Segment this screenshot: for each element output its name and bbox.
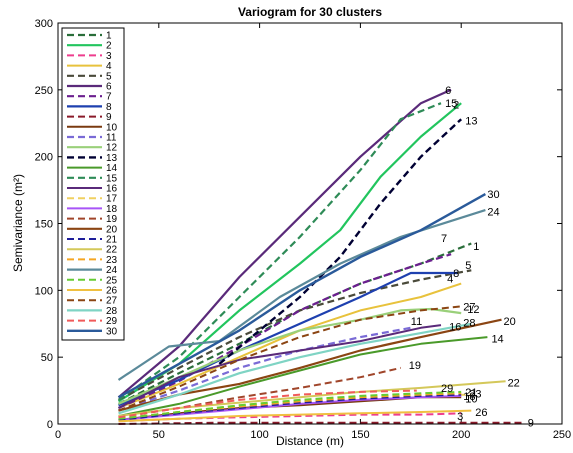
y-tick-label: 250: [35, 85, 53, 97]
line-label-22: 22: [508, 378, 520, 390]
series-line-21: [118, 393, 462, 421]
x-tick-label: 50: [153, 429, 165, 441]
legend-label-4: 4: [106, 61, 112, 72]
series-line-14: [118, 336, 488, 417]
legend-label-17: 17: [106, 194, 118, 205]
legend-label-7: 7: [106, 92, 112, 103]
series-line-7: [118, 253, 452, 410]
chart-title: Variogram for 30 clusters: [238, 5, 382, 19]
y-tick-label: 150: [35, 219, 53, 231]
legend-label-24: 24: [106, 265, 118, 276]
line-label-18: 18: [463, 391, 475, 403]
line-label-19: 19: [409, 360, 421, 372]
line-label-27: 27: [463, 301, 475, 313]
legend-label-30: 30: [106, 326, 118, 337]
line-label-30: 30: [487, 189, 499, 201]
line-label-14: 14: [491, 333, 503, 345]
line-label-8: 8: [453, 268, 459, 280]
line-label-6: 6: [445, 85, 451, 97]
line-label-26: 26: [475, 407, 487, 419]
x-tick-label: 250: [553, 429, 571, 441]
series-line-13: [218, 118, 463, 365]
legend-label-5: 5: [106, 71, 112, 82]
y-tick-label: 300: [35, 18, 53, 30]
series-line-8: [118, 271, 458, 407]
series-line-24: [117, 209, 486, 381]
legend-label-28: 28: [106, 306, 118, 317]
legend-box: [61, 27, 125, 341]
axis-ticks: 0 50 100 150 200 250 0 50 100 150 200 250 300: [35, 18, 572, 441]
legend-label-3: 3: [106, 51, 112, 62]
line-label-24: 24: [487, 206, 499, 218]
legend-label-12: 12: [106, 143, 118, 154]
series-line-28: [118, 322, 472, 415]
line-label-10: 10: [465, 394, 477, 406]
legend-label-11: 11: [106, 133, 117, 144]
line-label-23: 23: [469, 388, 481, 400]
legend-label-29: 29: [106, 316, 118, 327]
line-label-1: 1: [473, 241, 479, 253]
series-line-16: [118, 324, 442, 409]
legend-label-21: 21: [106, 235, 118, 246]
y-tick-label: 50: [41, 352, 53, 364]
line-label-13: 13: [465, 116, 477, 128]
line-label-7: 7: [441, 233, 447, 245]
legend-label-16: 16: [106, 184, 118, 195]
y-tick-label: 100: [35, 285, 53, 297]
x-tick-label: 0: [55, 429, 61, 441]
line-label-29: 29: [441, 383, 453, 395]
legend-label-14: 14: [106, 163, 118, 174]
series-line-26: [118, 409, 472, 423]
y-tick-label: 200: [35, 152, 53, 164]
line-label-20: 20: [504, 316, 516, 328]
y-axis-label: Semivariance (m²): [11, 174, 25, 272]
x-tick-label: 100: [250, 429, 268, 441]
legend: 1234567891011121314151617181920212223242…: [61, 27, 125, 341]
series-lines: [117, 88, 522, 425]
legend-label-1: 1: [106, 31, 112, 42]
legend-label-18: 18: [106, 204, 118, 215]
line-label-12: 12: [467, 304, 479, 316]
series-line-15: [117, 102, 442, 401]
series-line-25: [118, 390, 462, 420]
legend-label-9: 9: [106, 112, 112, 123]
legend-label-26: 26: [106, 286, 118, 297]
legend-label-19: 19: [106, 214, 118, 225]
series-line-5: [117, 269, 472, 401]
line-label-28: 28: [463, 317, 475, 329]
plot-frame: [57, 22, 563, 425]
legend-label-25: 25: [106, 275, 118, 286]
series-line-27: [118, 305, 462, 412]
x-axis-label: Distance (m): [276, 434, 344, 448]
legend-label-15: 15: [106, 173, 118, 184]
series-line-11: [118, 326, 411, 412]
series-line-2: [117, 102, 462, 403]
line-label-15: 15: [445, 98, 457, 110]
legend-label-2: 2: [106, 41, 112, 52]
series-line-9: [118, 421, 522, 425]
legend-label-13: 13: [106, 153, 118, 164]
x-tick-label: 200: [452, 429, 470, 441]
legend-label-8: 8: [106, 102, 112, 113]
x-tick-label: 150: [351, 429, 369, 441]
line-label-3: 3: [457, 411, 463, 423]
legend-label-10: 10: [106, 122, 118, 133]
line-label-5: 5: [465, 260, 471, 272]
legend-label-6: 6: [106, 82, 112, 93]
y-tick-label: 0: [47, 419, 53, 431]
line-label-2: 2: [453, 100, 459, 112]
series-line-6: [117, 88, 452, 399]
line-label-16: 16: [449, 321, 461, 333]
line-label-4: 4: [447, 273, 453, 285]
legend-label-23: 23: [106, 255, 118, 266]
series-line-30: [117, 193, 486, 399]
line-label-21: 21: [465, 387, 477, 399]
series-line-18: [118, 394, 462, 421]
legend-label-20: 20: [106, 224, 118, 235]
legend-label-22: 22: [106, 245, 118, 256]
line-label-11: 11: [411, 316, 422, 328]
legend-label-27: 27: [106, 296, 118, 307]
